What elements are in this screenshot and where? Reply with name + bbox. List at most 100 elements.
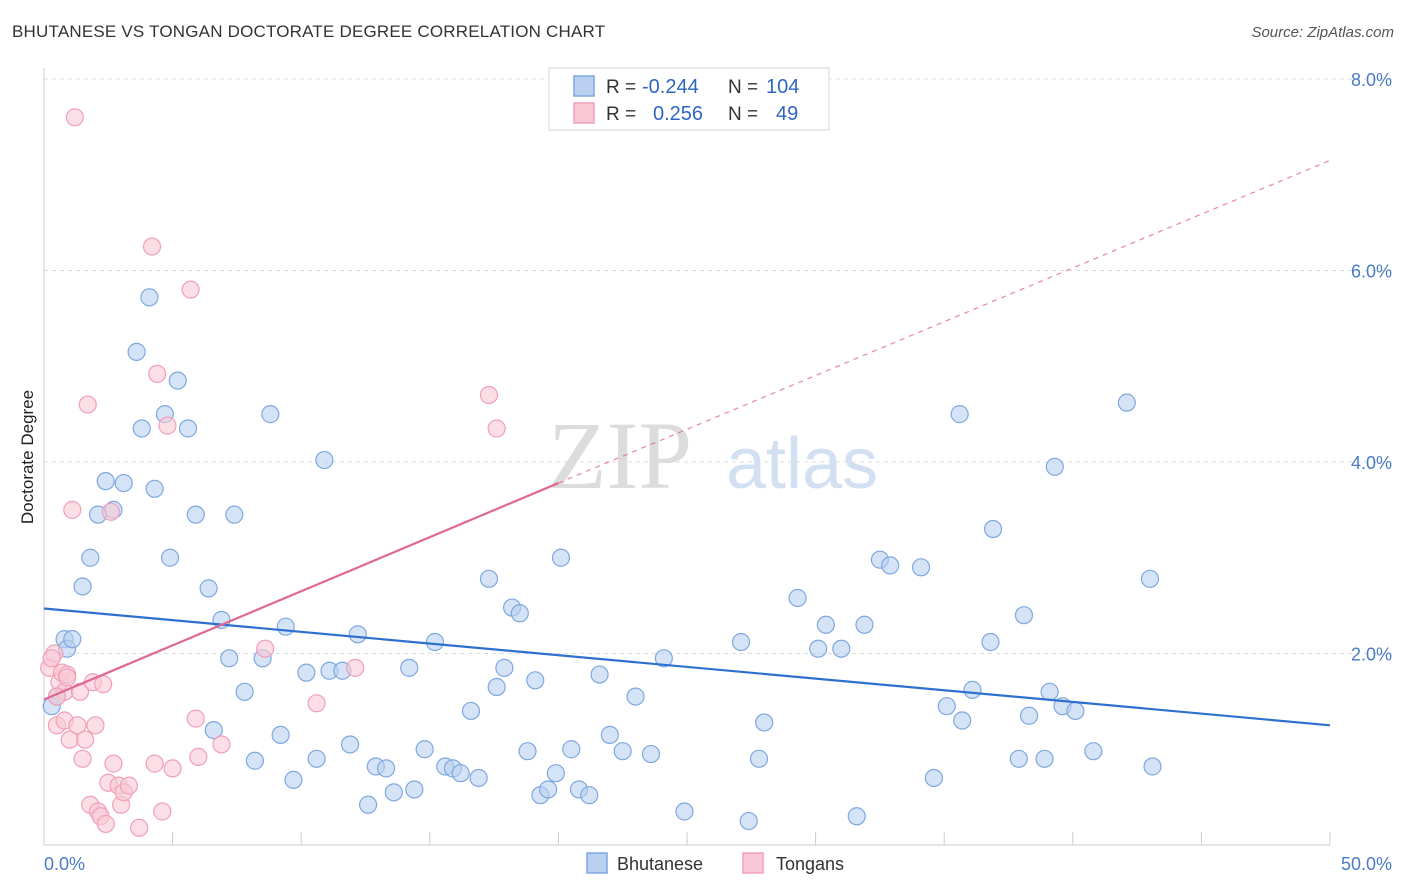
y-tick-label: 8.0% [1351,70,1392,90]
point-bhutanese [1014,606,1034,625]
point-bhutanese [816,615,835,634]
legend-swatch-tongans [573,102,595,124]
point-bhutanese [132,419,151,438]
point-bhutanese [178,419,198,438]
point-bhutanese [451,764,470,783]
point-tongans [86,716,105,735]
y-tick-label: 4.0% [1351,453,1392,473]
point-bhutanese [950,405,969,424]
point-tongans [104,754,123,773]
point-bhutanese [613,742,632,761]
point-bhutanese [114,473,133,493]
point-bhutanese [937,697,956,716]
point-tongans [78,395,97,414]
point-bhutanese [479,569,499,588]
point-bhutanese [809,639,828,658]
point-tongans [181,280,200,299]
y-axis-title: Doctorate Degree [18,390,37,524]
point-bhutanese [340,735,360,754]
series-legend-swatch-bhutanese [586,852,608,874]
point-bhutanese [963,680,982,699]
point-bhutanese [307,749,326,768]
point-bhutanese [654,649,673,668]
point-bhutanese [1140,569,1160,588]
point-bhutanese [924,768,944,788]
watermark-zip: ZIP [548,402,692,509]
point-bhutanese [675,802,694,821]
series-legend-bhutanese: Bhutanese [617,854,703,874]
point-bhutanese [81,548,100,567]
point-bhutanese [220,649,239,668]
point-bhutanese [1040,682,1059,701]
series-legend-tongans: Tongans [776,854,844,874]
data-points [40,108,1162,837]
point-tongans [96,814,115,834]
trend-lines [43,159,1331,727]
x-tick-label-left: 0.0% [44,854,85,874]
point-tongans [153,802,172,821]
point-tongans [76,730,95,749]
point-tongans [158,416,177,435]
point-tongans [487,419,506,438]
series-legend-swatch-tongans [742,852,764,874]
legend-r-value-bhutanese: -0.244 [642,76,699,98]
point-tongans [130,818,149,837]
y-tick-label: 6.0% [1351,262,1392,282]
point-bhutanese [415,740,434,759]
point-bhutanese [384,783,403,802]
point-bhutanese [168,371,187,390]
point-bhutanese [546,764,565,783]
point-bhutanese [225,505,244,524]
legend-n-value-tongans: 49 [776,103,798,125]
point-tongans [145,754,164,773]
point-bhutanese [63,630,82,649]
point-bhutanese [204,720,223,740]
point-bhutanese [1117,393,1136,412]
point-bhutanese [405,780,424,799]
point-bhutanese [1035,749,1054,768]
point-bhutanese [881,556,900,575]
point-bhutanese [140,288,159,307]
point-bhutanese [297,663,316,682]
point-bhutanese [376,759,396,778]
point-bhutanese [271,725,290,744]
point-bhutanese [235,682,254,701]
point-tongans [73,749,92,768]
point-bhutanese [199,579,218,598]
point-tongans [58,668,77,687]
legend-n-value-bhutanese: 104 [766,76,799,98]
watermark: ZIP atlas [548,402,878,509]
point-bhutanese [1066,701,1085,721]
point-bhutanese [400,658,419,677]
stats-legend: R = -0.244 N = 104 R = 0.256 N = 49 [548,67,830,131]
point-bhutanese [983,519,1003,539]
point-bhutanese [1143,757,1162,776]
point-bhutanese [425,632,445,652]
point-bhutanese [749,749,769,768]
legend-n-label-1: N = [728,77,758,98]
point-bhutanese [348,625,367,644]
point-bhutanese [261,405,280,424]
point-bhutanese [518,742,537,761]
point-bhutanese [1045,457,1064,476]
axes [43,68,1331,846]
point-bhutanese [510,604,529,623]
point-tongans [307,694,326,713]
point-bhutanese [487,677,506,697]
point-bhutanese [145,479,164,498]
point-tongans [148,364,167,384]
point-bhutanese [1019,706,1039,725]
legend-r-value-tongans: 0.256 [653,103,703,125]
point-bhutanese [755,713,774,732]
legend-r-label-2: R = [606,104,636,125]
point-bhutanese [358,795,378,814]
y-tick-labels: 2.0% 4.0% 6.0% 8.0% [1351,70,1392,665]
point-tongans [346,658,365,677]
legend-r-label-1: R = [606,77,636,98]
point-tongans [142,237,162,256]
point-bhutanese [855,615,874,634]
point-bhutanese [160,548,180,567]
point-bhutanese [469,768,488,788]
point-bhutanese [580,786,599,805]
